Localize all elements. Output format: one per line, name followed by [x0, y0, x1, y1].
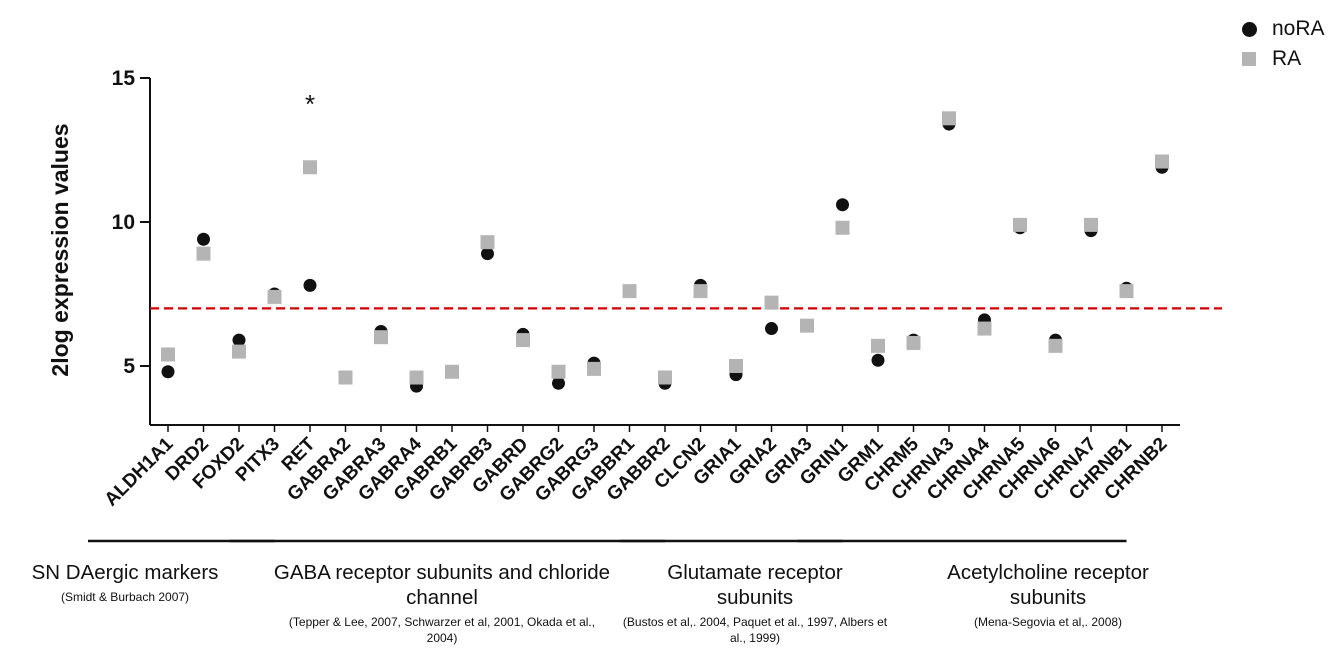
- data-point-RA: [658, 370, 672, 385]
- legend-item-norA: noRA: [1238, 14, 1325, 44]
- group-label-sn-daergic: SN DAergic markers (Smidt & Burbach 2007…: [0, 560, 250, 605]
- data-point-noRA: [552, 376, 565, 390]
- significance-annotation: *: [305, 89, 315, 119]
- group-title: GABA receptor subunits and chloride chan…: [273, 561, 611, 609]
- data-point-RA: [551, 364, 566, 379]
- y-tick-label: 10: [112, 211, 135, 234]
- group-reference: (Tepper & Lee, 2007, Schwarzer et al, 20…: [288, 615, 596, 645]
- group-reference: (Mena-Segovia et al,. 2008): [973, 615, 1123, 629]
- data-point-RA: [232, 344, 246, 359]
- data-point-noRA: [871, 353, 885, 367]
- data-point-RA: [409, 370, 424, 385]
- data-point-RA: [835, 220, 850, 235]
- data-point-noRA: [303, 278, 317, 292]
- data-point-RA: [1048, 338, 1063, 353]
- data-point-noRA: [765, 322, 778, 336]
- data-point-RA: [587, 361, 601, 376]
- group-title: Glutamate receptor subunits: [667, 561, 843, 609]
- y-tick-label: 5: [123, 355, 135, 378]
- group-reference: (Bustos et al,. 2004, Paquet et al., 199…: [622, 615, 888, 645]
- group-label-acetylcholine: Acetylcholine receptor subunits (Mena-Se…: [908, 560, 1188, 630]
- data-point-RA: [906, 335, 921, 350]
- data-point-RA: [161, 347, 175, 362]
- legend: noRA RA: [1238, 14, 1325, 74]
- data-point-RA: [693, 284, 708, 299]
- data-point-RA: [445, 364, 459, 379]
- data-point-RA: [480, 235, 495, 250]
- data-point-RA: [1155, 154, 1169, 169]
- y-tick-label: 15: [112, 67, 136, 90]
- legend-label-norA: noRA: [1272, 17, 1325, 40]
- data-point-RA: [622, 284, 637, 299]
- data-point-RA: [1084, 217, 1098, 232]
- group-title: Acetylcholine receptor subunits: [947, 561, 1149, 609]
- data-point-RA: [267, 289, 282, 304]
- data-point-RA: [977, 321, 992, 336]
- group-label-gaba: GABA receptor subunits and chloride chan…: [272, 560, 612, 646]
- legend-square-marker: [1238, 52, 1260, 66]
- legend-item-ra: RA: [1238, 44, 1325, 74]
- data-point-noRA: [197, 232, 210, 246]
- data-point-RA: [1013, 217, 1027, 232]
- legend-circle-marker: [1238, 21, 1260, 37]
- data-point-RA: [303, 160, 317, 175]
- data-point-RA: [764, 295, 779, 310]
- group-title: SN DAergic markers: [31, 561, 219, 584]
- data-point-RA: [338, 370, 353, 385]
- data-point-noRA: [161, 365, 175, 379]
- data-point-RA: [374, 330, 388, 345]
- data-point-RA: [1119, 284, 1134, 299]
- data-point-RA: [516, 333, 530, 348]
- data-point-noRA: [481, 247, 494, 261]
- group-reference: (Smidt & Burbach 2007): [60, 590, 190, 604]
- group-label-glutamate: Glutamate receptor subunits (Bustos et a…: [615, 560, 895, 646]
- data-point-RA: [800, 318, 814, 333]
- data-point-RA: [729, 359, 743, 373]
- y-axis-label: 2log expression values: [47, 123, 73, 376]
- legend-label-ra: RA: [1272, 47, 1302, 70]
- data-point-RA: [196, 246, 211, 261]
- data-point-RA: [871, 338, 885, 353]
- data-point-noRA: [836, 198, 849, 212]
- data-point-noRA: [232, 333, 246, 347]
- data-point-RA: [942, 111, 956, 126]
